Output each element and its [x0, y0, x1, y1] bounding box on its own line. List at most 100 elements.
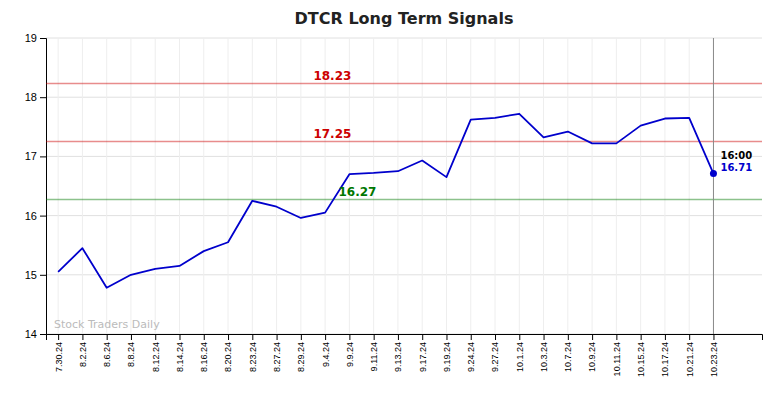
x-tick-label: 8.14.24	[175, 342, 185, 372]
x-tick-mark	[374, 334, 375, 340]
x-tick: 8.12.24	[151, 334, 161, 372]
y-axis: 14 15 16 17 18 19	[25, 32, 47, 340]
x-tick-mark	[204, 334, 205, 340]
x-tick-mark	[252, 334, 253, 340]
x-tick-label: 10.7.24	[563, 342, 573, 372]
grid-line-x	[446, 38, 447, 334]
marks	[46, 38, 762, 334]
grid-line-x	[228, 38, 229, 334]
x-axis: 7.30.24 8.2.24 8.6.24 8.8.24 8.12.24 8.14.24 8…	[47, 334, 763, 377]
x-tick-label: 9.19.24	[442, 342, 452, 372]
x-tick-label: 7.30.24	[54, 342, 64, 372]
grid	[46, 38, 762, 334]
grid-line-x	[640, 38, 641, 334]
x-tick: 9.13.24	[393, 334, 403, 372]
reference-line	[46, 83, 762, 85]
grid-line-y	[46, 97, 762, 98]
reference-line	[46, 199, 762, 201]
grid-line-x	[276, 38, 277, 334]
x-tick-label: 10.1.24	[515, 342, 525, 372]
x-tick: 10.9.24	[587, 334, 597, 372]
reference-label: 16.27	[338, 185, 376, 199]
x-tick-mark	[398, 334, 399, 340]
x-tick-mark	[544, 334, 545, 340]
y-tick-label: 17	[25, 150, 37, 162]
y-tick-mark	[40, 156, 46, 157]
y-tick: 16	[25, 210, 46, 222]
x-tick: 7.30.24	[54, 334, 64, 372]
y-tick: 14	[25, 328, 46, 340]
x-axis-line	[47, 335, 763, 341]
x-tick-label: 10.3.24	[539, 342, 549, 372]
grid-line-x	[252, 38, 253, 334]
x-tick: 8.14.24	[175, 334, 185, 372]
x-tick-mark	[641, 334, 642, 340]
grid-line-y	[46, 156, 762, 157]
grid-line-x	[106, 38, 107, 334]
grid-line-x	[130, 38, 131, 334]
y-tick: 15	[25, 269, 46, 281]
x-tick-label: 9.4.24	[320, 342, 330, 367]
price-line	[58, 114, 713, 288]
x-tick-mark	[665, 334, 666, 340]
annotations: 18.2317.2516.2716:0016.71Stock Traders D…	[54, 69, 752, 331]
y-tick-mark	[40, 97, 46, 98]
x-tick-label: 8.2.24	[78, 342, 88, 367]
x-tick-label: 10.23.24	[709, 342, 719, 377]
y-tick-label: 19	[25, 32, 37, 44]
grid-line-x	[203, 38, 204, 334]
x-tick: 9.27.24	[490, 334, 500, 372]
x-tick-label: 10.21.24	[685, 342, 695, 377]
x-tick-mark	[422, 334, 423, 340]
y-tick-mark	[40, 216, 46, 217]
x-tick-label: 9.24.24	[466, 342, 476, 372]
x-tick-label: 8.12.24	[151, 342, 161, 372]
x-tick: 10.21.24	[685, 334, 695, 377]
x-tick-mark	[107, 334, 108, 340]
title: DTCR Long Term Signals	[295, 9, 514, 28]
point-annotation: 16.71	[720, 162, 752, 173]
x-tick-label: 9.27.24	[490, 342, 500, 372]
grid-line-y	[46, 38, 762, 39]
x-tick-mark	[179, 334, 180, 340]
x-tick: 8.2.24	[78, 334, 88, 367]
grid-line-x	[543, 38, 544, 334]
x-tick-label: 8.6.24	[102, 342, 112, 367]
last-point-guide	[713, 38, 714, 334]
x-tick-mark	[58, 334, 59, 340]
x-tick-mark	[689, 334, 690, 340]
x-tick: 10.11.24	[612, 334, 622, 376]
y-tick: 19	[25, 32, 46, 44]
x-tick-mark	[349, 334, 350, 340]
x-tick-label: 10.15.24	[636, 342, 646, 377]
reference-label: 18.23	[313, 69, 351, 83]
x-tick-mark	[592, 334, 593, 340]
x-tick: 8.29.24	[296, 334, 306, 372]
watermark: Stock Traders Daily	[54, 318, 160, 331]
y-tick: 18	[25, 91, 46, 103]
x-tick-label: 9.9.24	[345, 342, 355, 367]
x-tick-mark	[568, 334, 569, 340]
grid-line-x	[397, 38, 398, 334]
x-tick: 9.4.24	[320, 334, 330, 367]
x-tick: 10.23.24	[709, 334, 719, 377]
grid-line-x	[82, 38, 83, 334]
x-tick-mark	[713, 334, 714, 340]
reference-label: 17.25	[313, 127, 351, 141]
plot: 7.30.24 8.2.24 8.6.24 8.8.24 8.12.24 8.14.24 8…	[25, 32, 763, 377]
x-tick: 9.9.24	[345, 334, 355, 367]
x-tick: 10.7.24	[563, 334, 573, 372]
x-tick: 8.8.24	[126, 334, 136, 367]
grid-line-x	[422, 38, 423, 334]
grid-line-x	[179, 38, 180, 334]
x-tick-label: 10.17.24	[660, 342, 670, 377]
x-tick-label: 8.23.24	[248, 342, 258, 372]
x-tick: 10.3.24	[539, 334, 549, 372]
x-tick: 9.11.24	[369, 334, 379, 371]
y-tick-mark	[40, 275, 46, 276]
x-tick-mark	[519, 334, 520, 340]
x-tick-mark	[277, 334, 278, 340]
grid-line-x	[495, 38, 496, 334]
x-tick-mark	[616, 334, 617, 340]
x-tick-mark	[155, 334, 156, 340]
